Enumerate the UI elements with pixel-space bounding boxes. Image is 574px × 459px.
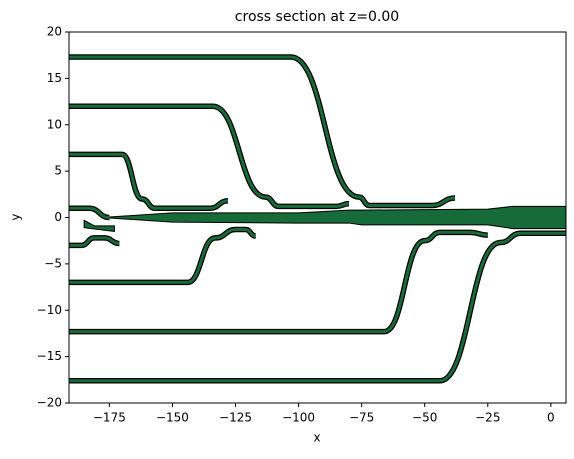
y-tick-label: −5 bbox=[44, 256, 62, 270]
waveguide-edge bbox=[69, 151, 229, 211]
x-axis-label: x bbox=[313, 431, 320, 445]
y-tick-label: 20 bbox=[47, 25, 62, 39]
x-tick-label: −25 bbox=[475, 411, 500, 425]
waveguide bbox=[69, 236, 120, 247]
waveguide bbox=[69, 206, 110, 219]
x-tick-label: −75 bbox=[349, 411, 374, 425]
y-tick-label: 5 bbox=[54, 164, 62, 178]
x-tick-label: −50 bbox=[412, 411, 437, 425]
x-tick-label: −125 bbox=[219, 411, 252, 425]
waveguide bbox=[69, 231, 566, 383]
y-tick-label: −15 bbox=[37, 349, 62, 363]
plot-area bbox=[69, 54, 566, 384]
x-tick-label: 0 bbox=[547, 411, 555, 425]
x-tick-label: −150 bbox=[156, 411, 189, 425]
y-tick-label: −20 bbox=[37, 396, 62, 410]
chart-title: cross section at z=0.00 bbox=[235, 9, 399, 25]
waveguide-edge bbox=[69, 54, 456, 209]
polygon-shape bbox=[83, 219, 115, 232]
waveguide-edge bbox=[69, 230, 566, 384]
waveguide bbox=[69, 55, 456, 207]
y-tick-label: 15 bbox=[47, 71, 62, 85]
y-tick-label: −10 bbox=[37, 303, 62, 317]
waveguide bbox=[69, 104, 350, 208]
waveguide bbox=[69, 228, 256, 284]
waveguide bbox=[69, 152, 229, 210]
waveguide bbox=[69, 230, 488, 334]
y-tick-label: 0 bbox=[54, 210, 62, 224]
x-tick-label: −100 bbox=[282, 411, 315, 425]
y-axis-label: y bbox=[9, 213, 23, 220]
polygon-shape bbox=[101, 205, 566, 230]
y-tick-label: 10 bbox=[47, 117, 62, 131]
x-tick-label: −175 bbox=[93, 411, 126, 425]
